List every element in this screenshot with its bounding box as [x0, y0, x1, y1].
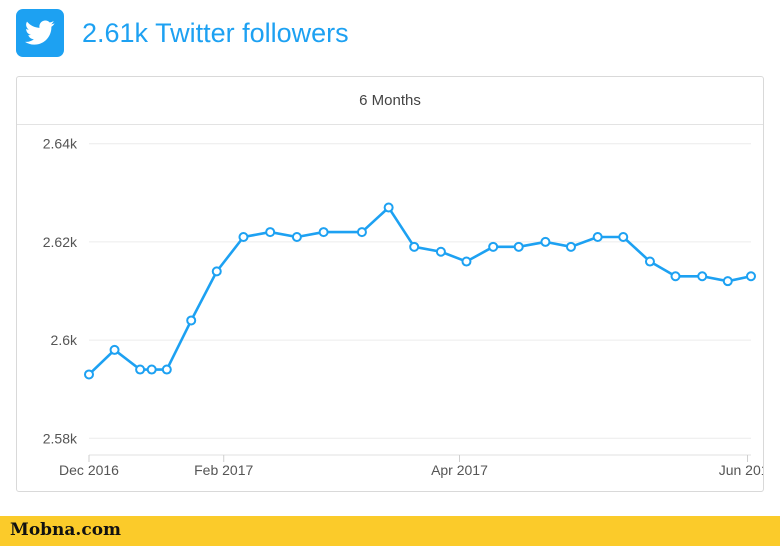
y-tick-label: 2.62k: [43, 234, 78, 250]
data-point: [592, 232, 603, 242]
page-title: 2.61k Twitter followers: [82, 17, 349, 48]
data-point: [488, 241, 499, 252]
data-point: [644, 256, 655, 267]
data-point: [383, 202, 394, 213]
data-point: [186, 315, 197, 326]
data-point: [697, 271, 708, 282]
y-tick-label: 2.64k: [43, 136, 78, 152]
footer-site-name: Mobna.com: [10, 520, 122, 540]
data-point: [722, 276, 733, 287]
data-point: [84, 369, 94, 380]
x-tick-label: Dec 2016: [59, 462, 119, 478]
data-point: [265, 227, 276, 238]
data-point: [135, 364, 146, 375]
data-point: [161, 364, 172, 375]
chart-card: 6 Months 2.64k 2.62k 2.6k 2.58k Dec 2016 Feb …: [16, 76, 764, 492]
data-point: [409, 241, 420, 252]
data-point: [565, 241, 576, 252]
data-point: [540, 236, 551, 247]
y-tick-label: 2.6k: [51, 332, 78, 348]
data-point: [211, 266, 222, 277]
x-tick-label: Feb 2017: [194, 462, 253, 478]
y-tick-label: 2.58k: [43, 430, 78, 446]
data-point: [670, 271, 681, 282]
x-tick-label: Apr 2017: [431, 462, 488, 478]
data-point: [238, 232, 249, 242]
data-point: [109, 344, 120, 355]
data-point: [146, 364, 157, 375]
chart-period-title: 6 Months: [17, 77, 763, 125]
data-point: [291, 232, 302, 242]
header: 2.61k Twitter followers: [16, 8, 349, 58]
data-point: [356, 227, 367, 238]
data-point: [461, 256, 472, 267]
twitter-bird-icon: [25, 20, 55, 45]
followers-line-chart: 2.64k 2.62k 2.6k 2.58k Dec 2016 Feb 2017 Apr 2…: [43, 136, 763, 478]
twitter-logo[interactable]: [16, 9, 64, 57]
data-point: [513, 241, 524, 252]
x-tick-label: Jun 2017: [719, 462, 763, 478]
data-point: [746, 271, 756, 282]
followers-series-line: [88, 206, 752, 376]
data-point: [435, 246, 446, 257]
data-point: [318, 227, 329, 238]
data-point: [618, 232, 629, 242]
footer-banner: Mobna.com: [0, 516, 780, 546]
